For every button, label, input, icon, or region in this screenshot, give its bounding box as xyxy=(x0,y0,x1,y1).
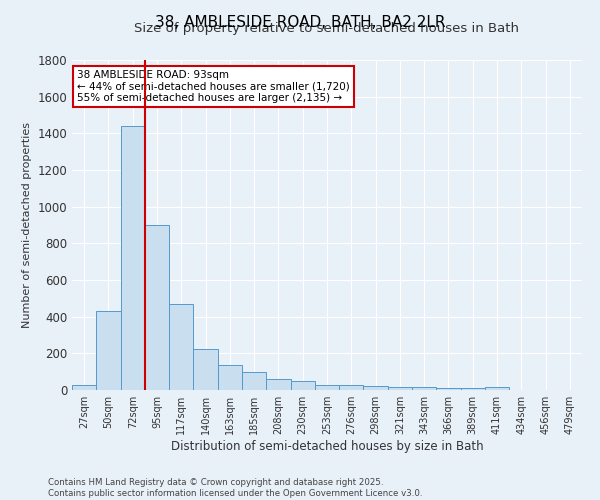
Bar xyxy=(339,384,364,390)
Title: Size of property relative to semi-detached houses in Bath: Size of property relative to semi-detach… xyxy=(134,22,520,35)
Bar xyxy=(412,387,436,390)
Bar xyxy=(242,372,266,390)
Text: Contains HM Land Registry data © Crown copyright and database right 2025.
Contai: Contains HM Land Registry data © Crown c… xyxy=(48,478,422,498)
Bar xyxy=(96,311,121,390)
Bar xyxy=(266,379,290,390)
Bar xyxy=(290,381,315,390)
Bar xyxy=(388,386,412,390)
Text: 38 AMBLESIDE ROAD: 93sqm
← 44% of semi-detached houses are smaller (1,720)
55% o: 38 AMBLESIDE ROAD: 93sqm ← 44% of semi-d… xyxy=(77,70,350,103)
Bar xyxy=(436,388,461,390)
Bar xyxy=(485,386,509,390)
Bar xyxy=(364,386,388,390)
Bar xyxy=(169,304,193,390)
Bar xyxy=(145,225,169,390)
Bar xyxy=(218,365,242,390)
Bar xyxy=(315,384,339,390)
Bar xyxy=(461,388,485,390)
X-axis label: Distribution of semi-detached houses by size in Bath: Distribution of semi-detached houses by … xyxy=(170,440,484,453)
Bar xyxy=(121,126,145,390)
Bar xyxy=(72,384,96,390)
Text: 38, AMBLESIDE ROAD, BATH, BA2 2LR: 38, AMBLESIDE ROAD, BATH, BA2 2LR xyxy=(155,15,445,30)
Y-axis label: Number of semi-detached properties: Number of semi-detached properties xyxy=(22,122,32,328)
Bar xyxy=(193,349,218,390)
